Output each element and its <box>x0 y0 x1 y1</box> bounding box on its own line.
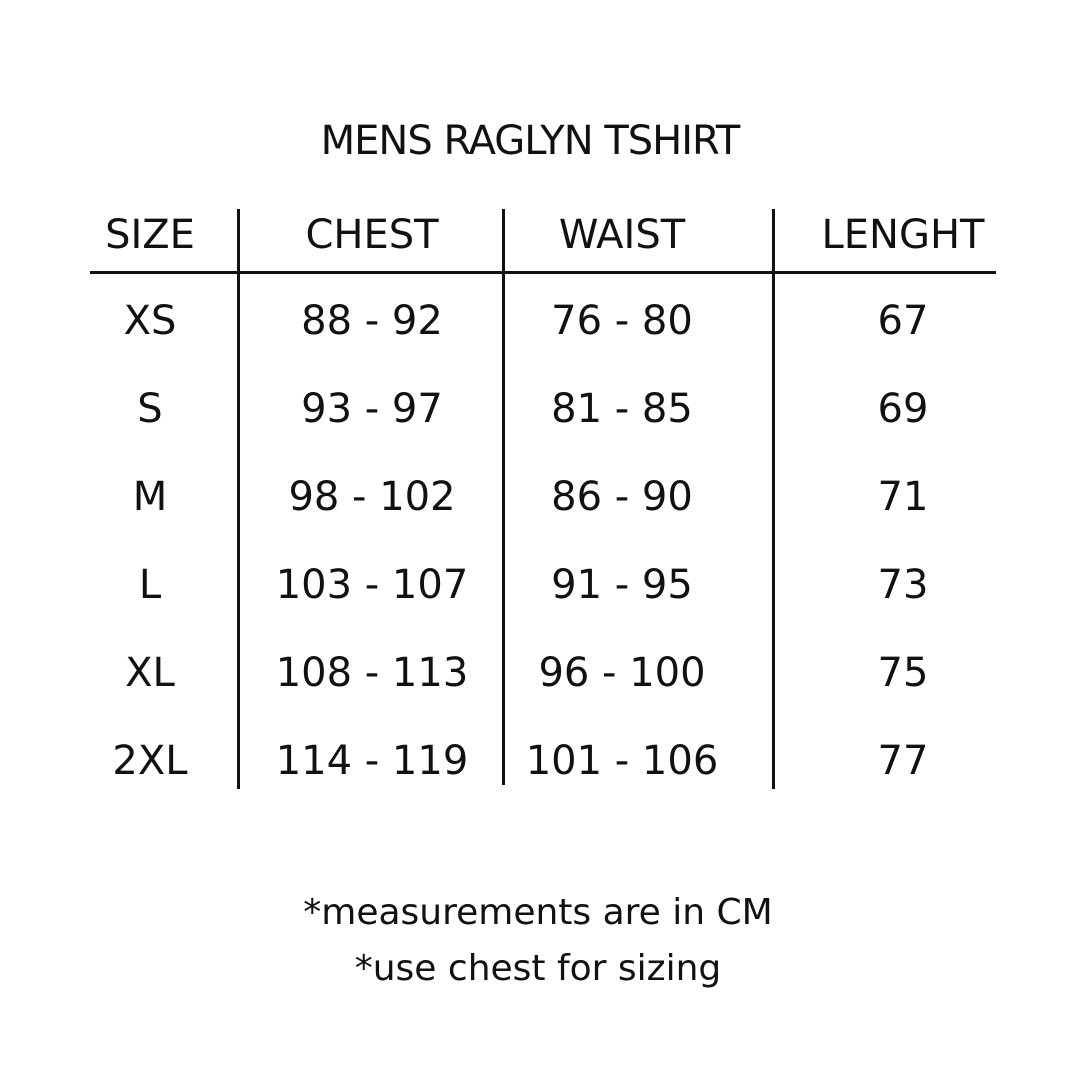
table-cell: 108 - 113 <box>275 650 469 696</box>
note: *measurements are in CM <box>303 892 773 933</box>
table-cell: 73 <box>877 562 929 608</box>
table-cell: 75 <box>877 650 929 696</box>
table-cell: M <box>132 474 168 520</box>
table-cell: 77 <box>877 738 929 784</box>
table-cell: 91 - 95 <box>551 562 693 608</box>
table-cell: 98 - 102 <box>288 474 456 520</box>
column-header: SIZE <box>105 212 195 258</box>
column-divider <box>237 209 240 789</box>
table-cell: 96 - 100 <box>538 650 706 696</box>
table-cell: 86 - 90 <box>551 474 693 520</box>
table-cell: 88 - 92 <box>301 298 443 344</box>
notes: *measurements are in CM *use chest for s… <box>0 885 1076 997</box>
column-divider <box>772 209 775 789</box>
table-cell: 103 - 107 <box>275 562 469 608</box>
table-cell: 101 - 106 <box>525 738 719 784</box>
note: *use chest for sizing <box>354 948 722 989</box>
table-cell: 2XL <box>112 738 188 784</box>
column-header: LENGHT <box>821 212 985 258</box>
table-cell: 67 <box>877 298 929 344</box>
page-title: MENS RAGLYN TSHIRT <box>320 118 741 164</box>
column-divider <box>502 209 505 785</box>
column-header: WAIST <box>558 212 686 258</box>
table-cell: 76 - 80 <box>551 298 693 344</box>
table-cell: XS <box>123 298 177 344</box>
table-cell: 114 - 119 <box>275 738 469 784</box>
column-header: CHEST <box>305 212 439 258</box>
table-cell: L <box>138 562 162 608</box>
table-cell: 71 <box>877 474 929 520</box>
table-cell: 93 - 97 <box>301 386 443 432</box>
table-cell: S <box>137 386 163 432</box>
header-divider <box>90 271 996 274</box>
table-cell: 69 <box>877 386 929 432</box>
table-cell: XL <box>125 650 175 696</box>
table-cell: 81 - 85 <box>551 386 693 432</box>
